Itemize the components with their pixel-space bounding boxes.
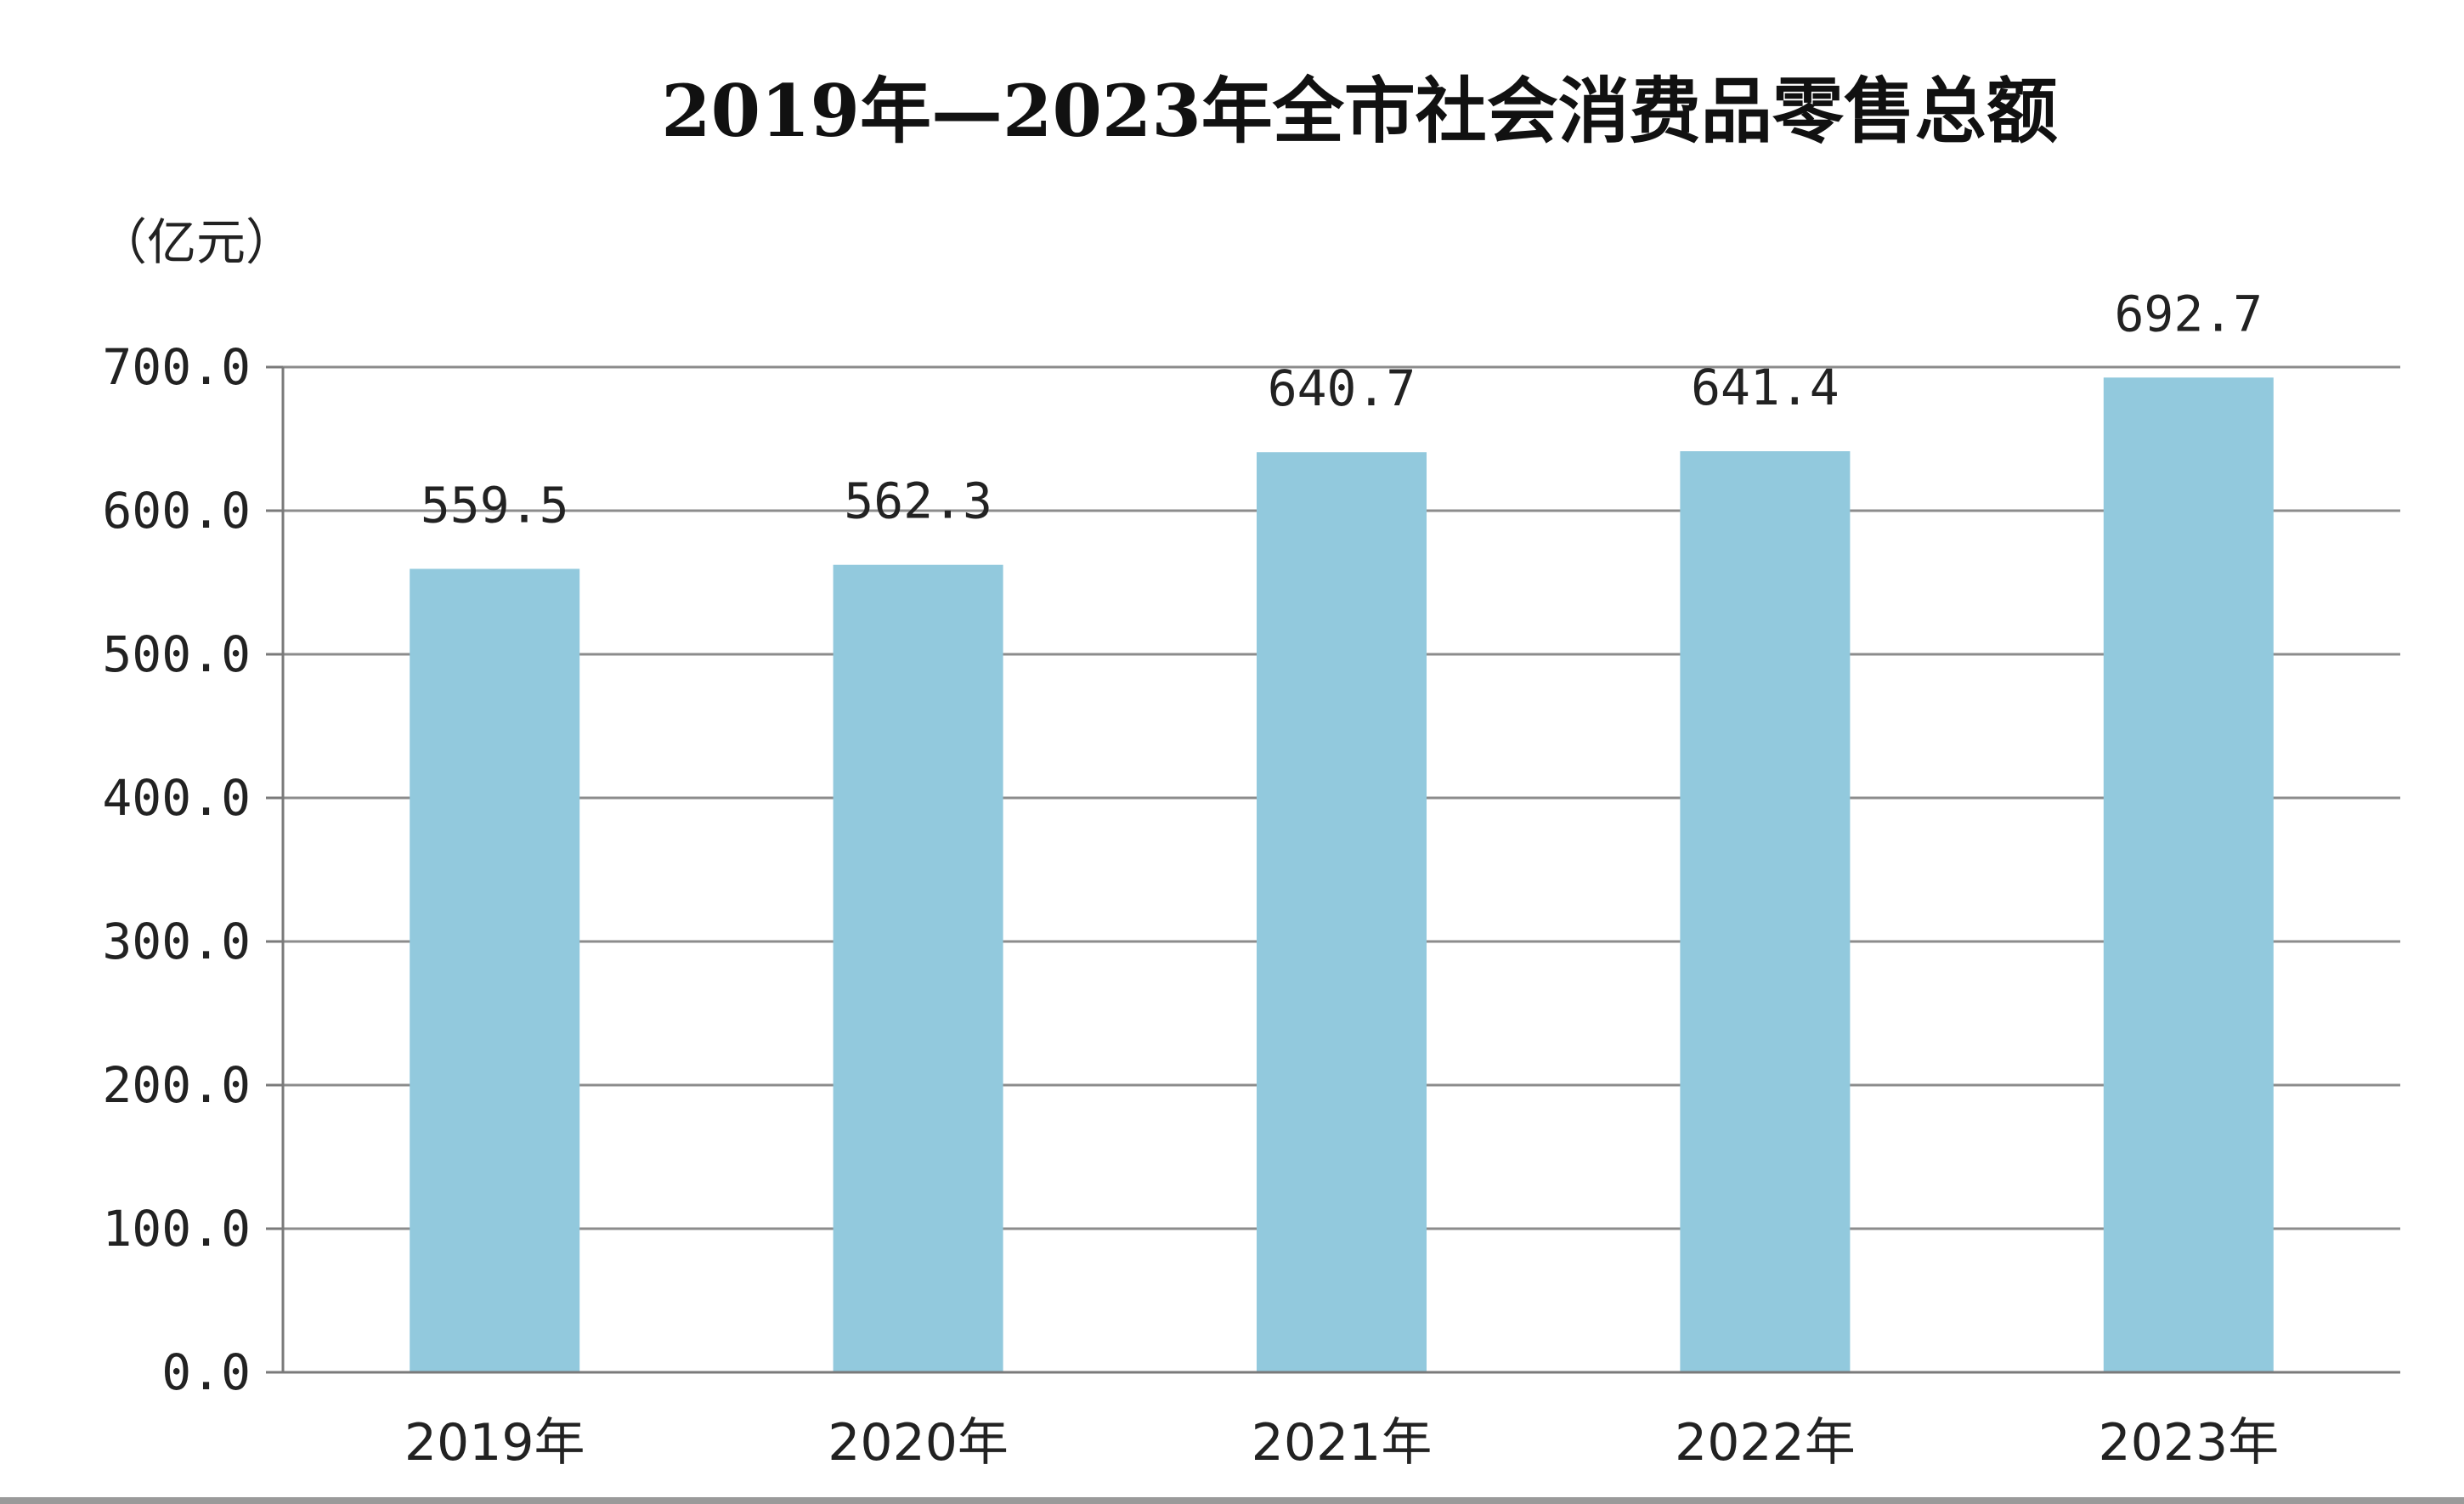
bar	[1257, 452, 1427, 1372]
y-tick-label: 500.0	[102, 625, 251, 683]
bottom-border	[0, 1497, 2464, 1504]
bar	[833, 564, 1003, 1372]
bar	[410, 568, 580, 1372]
x-tick-label: 2023年	[2098, 1413, 2279, 1473]
y-tick-label: 700.0	[102, 338, 251, 396]
y-tick-label: 600.0	[102, 482, 251, 540]
x-tick-label: 2022年	[1675, 1413, 1856, 1473]
data-labels: 559.5 562.3 640.7 641.4 692.7	[421, 285, 2263, 534]
chart-title: 2019年—2023年全市社会消费品零售总额	[661, 69, 2058, 153]
y-axis-unit-label: （亿元）	[98, 213, 295, 271]
y-tick-label: 100.0	[102, 1200, 251, 1258]
data-label: 559.5	[421, 476, 569, 534]
x-axis-ticks: 2019年 2020年 2021年 2022年 2023年	[404, 1413, 2279, 1473]
y-axis-ticks: 0.0 100.0 200.0 300.0 400.0 500.0 600.0 700.0	[102, 338, 283, 1401]
x-tick-label: 2021年	[1252, 1413, 1433, 1473]
data-label: 562.3	[844, 472, 992, 530]
bars	[410, 377, 2274, 1373]
bar	[1680, 451, 1851, 1373]
y-tick-label: 0.0	[161, 1343, 251, 1401]
x-tick-label: 2019年	[404, 1413, 585, 1473]
data-label: 692.7	[2114, 285, 2263, 342]
y-tick-label: 300.0	[102, 913, 251, 970]
data-label: 641.4	[1691, 359, 1840, 416]
x-tick-label: 2020年	[828, 1413, 1009, 1473]
y-tick-label: 200.0	[102, 1056, 251, 1114]
y-tick-label: 400.0	[102, 769, 251, 827]
bar	[2103, 377, 2274, 1372]
data-label: 640.7	[1268, 359, 1416, 417]
